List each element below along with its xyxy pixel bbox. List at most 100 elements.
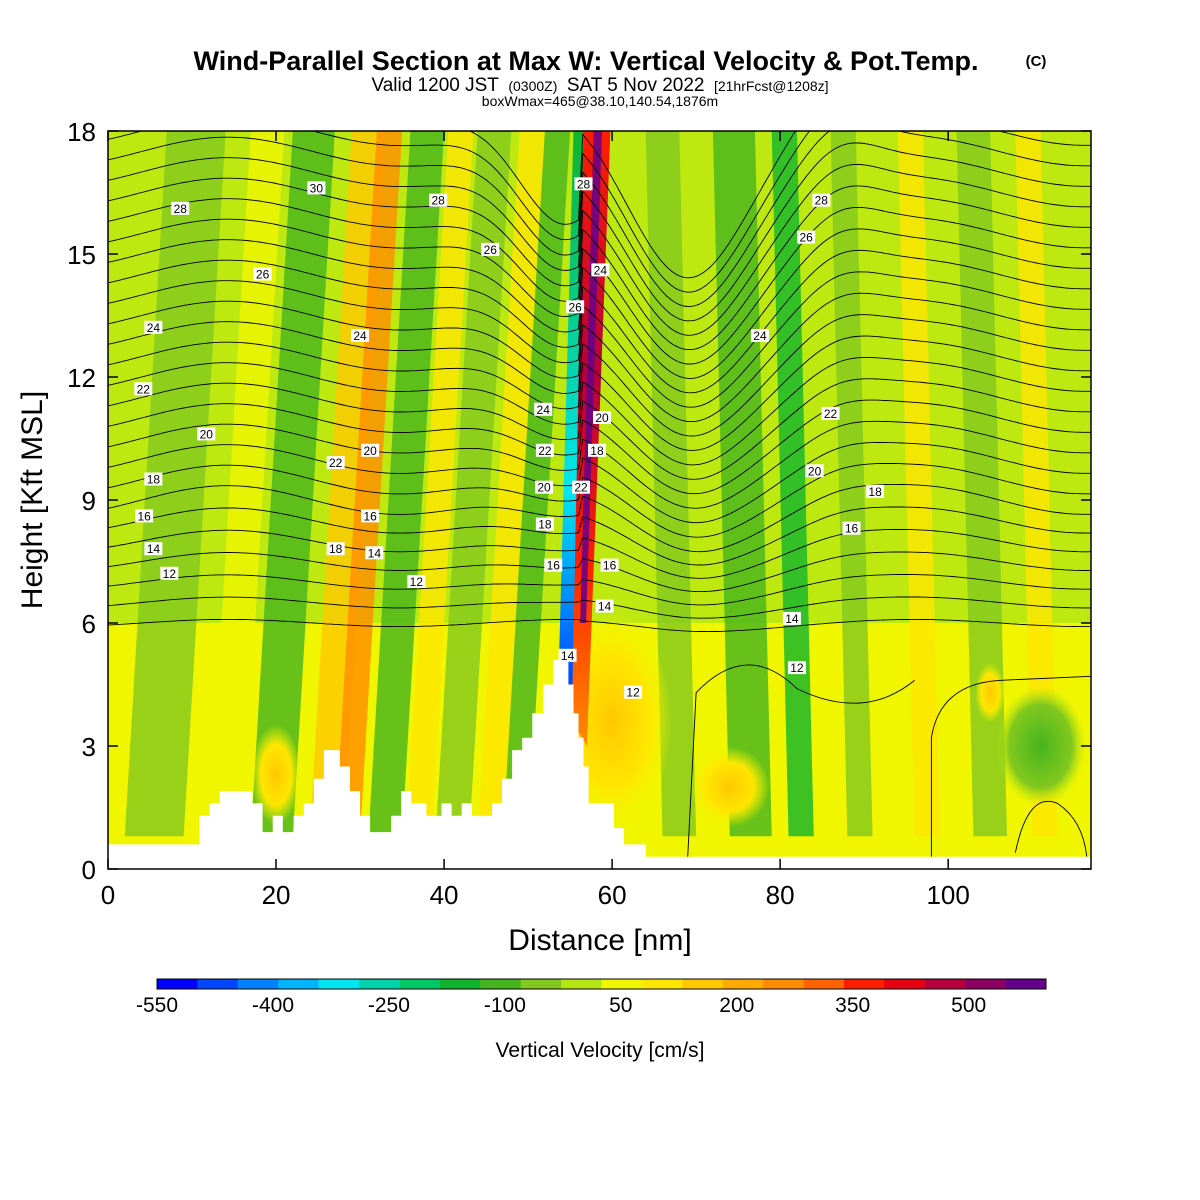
contour-label: 14 xyxy=(365,546,384,560)
theta-contour-line xyxy=(108,506,1091,566)
contour-label: 16 xyxy=(842,521,861,536)
chart-title: Wind-Parallel Section at Max W: Vertical… xyxy=(194,46,979,76)
contour-label-text: 28 xyxy=(815,194,829,208)
colorbar-bin xyxy=(399,979,441,989)
x-tick-label: 100 xyxy=(926,880,969,910)
x-tick-label: 60 xyxy=(598,880,627,910)
contour-label-text: 16 xyxy=(363,509,377,523)
contour-label: 18 xyxy=(144,472,163,487)
contour-label-text: 16 xyxy=(137,509,151,523)
theta-contours xyxy=(108,131,1091,857)
contour-label: 26 xyxy=(566,300,585,314)
colorbar-bin xyxy=(682,979,724,989)
contour-label: 22 xyxy=(535,443,554,458)
contour-label-text: 28 xyxy=(432,194,446,208)
contour-label: 28 xyxy=(812,193,831,208)
colorbar-bin xyxy=(197,979,239,989)
contour-label: 22 xyxy=(572,480,591,495)
theta-contour-line xyxy=(930,675,1091,857)
contour-label: 24 xyxy=(750,329,769,343)
contour-label: 14 xyxy=(595,599,614,614)
theta-contour-line xyxy=(108,271,1091,408)
field-band xyxy=(334,131,403,837)
theta-contour-line xyxy=(108,483,1091,553)
contour-label-text: 12 xyxy=(163,567,177,581)
contour-label: 28 xyxy=(574,177,593,191)
theta-contour-line xyxy=(108,399,1091,495)
contour-label: 18 xyxy=(587,443,606,458)
colorbar-tick-label: -100 xyxy=(484,994,526,1017)
y-axis: 0 3 6 9 12 15 18 xyxy=(67,117,1091,885)
contour-label: 20 xyxy=(361,443,380,458)
contour-label-text: 24 xyxy=(753,329,767,343)
contour-label-text: 24 xyxy=(353,329,367,343)
colorbar-frame xyxy=(156,978,1047,990)
contour-label: 16 xyxy=(135,509,154,523)
contour-label-text: 16 xyxy=(603,559,617,573)
colorbar-bin xyxy=(641,979,683,989)
theta-contour-line xyxy=(108,249,1091,394)
y-tick-label: 6 xyxy=(82,609,96,639)
theta-contour-line xyxy=(108,314,1091,437)
contour-label-text: 26 xyxy=(256,268,270,282)
colorbar-bin xyxy=(884,979,926,989)
colorbar-bin xyxy=(965,979,1006,989)
contour-label: 18 xyxy=(866,484,885,499)
colorbar-bin xyxy=(237,979,279,989)
field-band xyxy=(1015,131,1058,837)
colorbar-bin xyxy=(601,979,643,989)
contour-label: 28 xyxy=(429,193,448,208)
plot-area xyxy=(108,131,1091,869)
contour-label-text: 12 xyxy=(626,686,640,700)
field-warm-blob xyxy=(689,747,770,827)
y-tick-label: 18 xyxy=(67,117,96,147)
contour-label: 30 xyxy=(307,181,326,195)
contour-label-text: 14 xyxy=(368,546,382,560)
contour-label: 16 xyxy=(361,509,380,523)
colorbar-tick-label: -550 xyxy=(136,994,178,1017)
contour-label-text: 30 xyxy=(310,181,324,195)
contour-label: 12 xyxy=(787,661,806,675)
contour-label: 16 xyxy=(544,558,563,573)
contour-label: 24 xyxy=(591,263,610,277)
contour-label-text: 20 xyxy=(808,464,822,478)
field-band xyxy=(368,131,445,837)
contour-label-text: 28 xyxy=(577,177,591,191)
contour-label-text: 14 xyxy=(147,542,161,556)
contour-label-text: 14 xyxy=(785,612,799,626)
x-tick-label: 40 xyxy=(430,880,459,910)
field-band xyxy=(406,131,474,837)
contour-label-text: 24 xyxy=(594,263,608,277)
contour-labels: 30 28 28 28 28 26 26 26 26 24 24 24 24 24 22 22 22 22 22 20… xyxy=(134,177,885,700)
field-warm-blob xyxy=(975,662,1006,723)
field-band xyxy=(956,131,1007,837)
forecast-info: [21hrFcst@1208z] xyxy=(714,78,829,94)
contour-label-text: 22 xyxy=(329,456,343,470)
colorbar-bin xyxy=(520,979,562,989)
theta-contour-line xyxy=(108,618,1091,633)
theta-contour-line xyxy=(108,131,1091,293)
contour-label: 22 xyxy=(326,456,345,470)
colorbar-tick-label: -400 xyxy=(252,994,294,1017)
theta-contour-line xyxy=(108,185,1091,351)
contour-label: 26 xyxy=(481,242,500,257)
contour-label: 12 xyxy=(624,685,643,700)
field-band xyxy=(830,131,873,837)
valid-prefix: Valid 1200 JST xyxy=(371,75,499,96)
colorbar-tick-label: 200 xyxy=(719,994,754,1017)
colorbar-tick-label: -250 xyxy=(368,994,410,1017)
contour-label-text: 16 xyxy=(547,559,561,573)
contour-label: 26 xyxy=(797,230,816,245)
contour-label: 24 xyxy=(534,402,553,417)
contour-label: 14 xyxy=(558,648,577,663)
colorbar-bin xyxy=(722,979,764,989)
field-band xyxy=(250,131,335,837)
contour-label-text: 14 xyxy=(598,600,612,614)
contour-label-text: 18 xyxy=(147,473,161,487)
contour-label-text: 26 xyxy=(568,300,582,314)
colorbar-bin xyxy=(763,979,804,989)
theta-contour-line xyxy=(108,335,1091,451)
field-band xyxy=(435,131,512,837)
colorbar-tick-label: 350 xyxy=(835,994,870,1017)
